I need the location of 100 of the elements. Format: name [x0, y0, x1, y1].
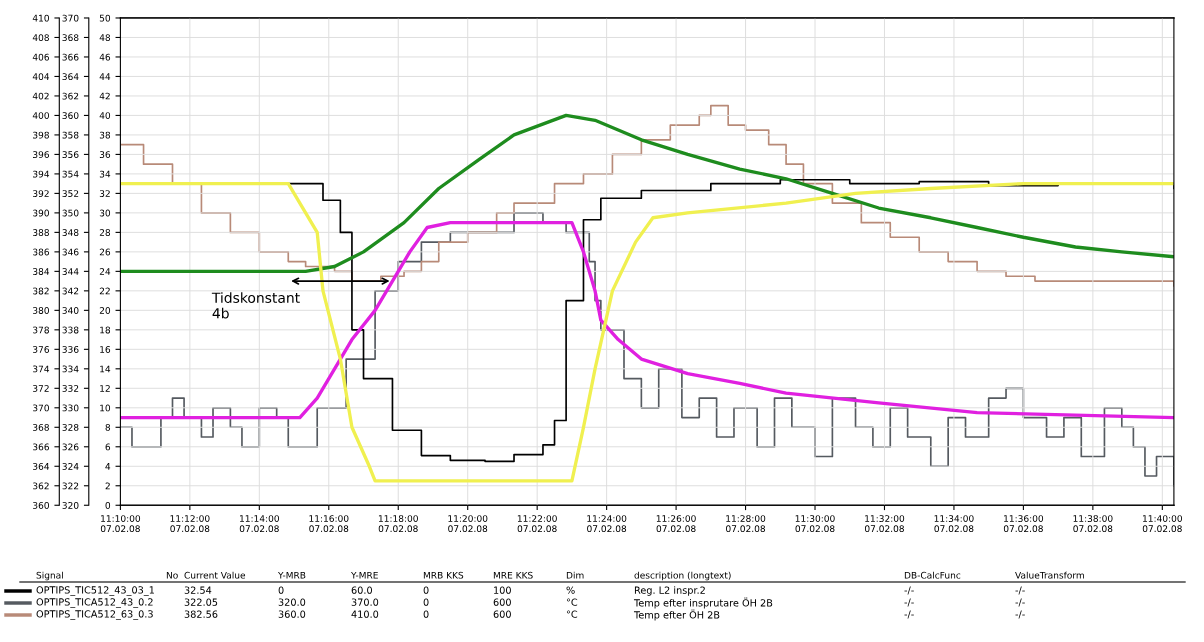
y2-tick-label: 354: [62, 170, 79, 178]
y-tick-label: 2: [105, 482, 110, 490]
y-tick-label: 38: [99, 131, 111, 139]
y-tick-label: 32: [99, 190, 110, 197]
y-tick-label: 4: [105, 463, 111, 470]
text: -/-: [904, 610, 914, 619]
x-tick-label: 11:22:00 07.02.08: [517, 515, 557, 533]
text: -/-: [1015, 586, 1025, 595]
text: description (longtext): [634, 571, 731, 581]
y-tick-label: 12: [100, 385, 110, 392]
y2-tick-label: 324: [62, 463, 79, 470]
y2-tick-label: 344: [62, 268, 79, 275]
text: Reg. L2 inspr.2: [634, 586, 705, 596]
y3-tick-label: 402: [32, 92, 49, 100]
y3-tick-label: 392: [33, 190, 49, 197]
y-tick-label: 22: [99, 287, 110, 295]
y2-tick-label: 346: [62, 248, 79, 256]
y-tick-label: 36: [99, 151, 111, 158]
y-tick-label: 44: [99, 73, 111, 80]
y2-tick-label: 362: [62, 92, 79, 100]
y2-tick-label: 366: [62, 53, 79, 61]
y3-tick-label: 382: [33, 287, 49, 295]
text: 360.0: [278, 610, 306, 618]
y2-tick-label: 364: [62, 73, 79, 81]
y2-tick-label: 358: [62, 131, 79, 139]
y3-tick-label: 384: [33, 268, 50, 275]
y2-tick-label: 330: [62, 404, 79, 412]
y3-tick-label: 396: [33, 151, 50, 158]
text: 600: [493, 598, 511, 606]
y3-tick-label: 410: [32, 14, 49, 22]
text: -/-: [904, 586, 914, 595]
x-tick-label: 11:24:00 07.02.08: [587, 515, 627, 533]
y3-tick-label: 376: [33, 346, 50, 353]
x-tick-label: 11:36:00 07.02.08: [1003, 515, 1044, 533]
y-tick-label: 42: [99, 92, 110, 100]
text: Temp efter ÖH 2B: [633, 609, 720, 621]
y-tick-label: 50: [99, 14, 111, 22]
y3-tick-label: 406: [32, 53, 50, 61]
y3-tick-label: 368: [33, 424, 49, 431]
x-tick-label: 11:40:00 07.02.08: [1142, 515, 1182, 533]
y2-tick-label: 338: [62, 326, 79, 334]
text: °C: [566, 610, 578, 618]
text: °C: [566, 598, 578, 606]
text: 382.56: [184, 610, 218, 618]
y3-tick-label: 360: [33, 501, 49, 509]
y2-tick-label: 356: [62, 151, 79, 158]
legend-label: OPTIPS_TICA512_63_0.3: [36, 610, 153, 620]
text: -/-: [1015, 610, 1025, 619]
y2-tick-label: 368: [62, 34, 79, 42]
y2-tick-label: 370: [62, 14, 79, 22]
legend-label: OPTIPS_TIC512_43_03_1: [36, 586, 154, 596]
y3-tick-label: 400: [32, 112, 49, 119]
y2-tick-label: 348: [62, 229, 79, 236]
y2-tick-label: 320: [62, 501, 79, 509]
y-tick-label: 6: [105, 443, 111, 451]
text: MRB KKS: [423, 571, 464, 579]
text: -/-: [904, 598, 914, 607]
y2-tick-label: 328: [62, 424, 79, 431]
y2-tick-label: 332: [62, 385, 79, 392]
y3-tick-label: 388: [33, 229, 49, 236]
y-tick-label: 10: [100, 404, 111, 412]
y-tick-label: 30: [99, 209, 111, 217]
y3-tick-label: 386: [33, 248, 50, 256]
y-tick-label: 34: [99, 170, 111, 178]
y-tick-label: 46: [99, 53, 111, 61]
x-tick-label: 11:32:00 07.02.08: [864, 515, 905, 533]
text: 322.05: [184, 598, 218, 606]
text: 32.54: [184, 586, 212, 594]
y-tick-label: 40: [99, 112, 111, 119]
text: Dim: [566, 571, 584, 579]
y-tick-label: 16: [100, 346, 111, 353]
text: Temp efter insprutare ÖH 2B: [633, 597, 773, 609]
y2-tick-label: 334: [62, 365, 79, 373]
y2-tick-label: 350: [62, 209, 79, 217]
x-tick-label: 11:12:00 07.02.08: [170, 515, 210, 533]
y-tick-label: 20: [99, 307, 111, 314]
x-tick-label: 11:20:00 07.02.08: [448, 515, 488, 533]
y-tick-label: 8: [105, 424, 111, 431]
y2-tick-label: 342: [62, 287, 79, 295]
y-tick-label: 48: [99, 34, 111, 42]
text: 0: [423, 610, 429, 618]
x-tick-label: 11:26:00 07.02.08: [656, 515, 696, 533]
text: 600: [493, 610, 511, 618]
y3-tick-label: 362: [33, 482, 49, 490]
text: 0: [423, 598, 429, 606]
y3-tick-label: 374: [33, 365, 50, 373]
y3-tick-label: 372: [33, 385, 49, 392]
x-tick-label: 11:38:00 07.02.08: [1073, 515, 1113, 533]
text: ValueTransform: [1015, 571, 1084, 579]
text: -/-: [1015, 598, 1025, 607]
text: Signal: [36, 571, 63, 581]
x-tick-label: 11:14:00 07.02.08: [239, 515, 279, 533]
text: 410.0: [351, 610, 379, 618]
text: MRE KKS: [493, 571, 533, 579]
y-tick-label: 26: [99, 248, 111, 256]
x-tick-label: 11:16:00 07.02.08: [309, 515, 349, 533]
y-tick-label: 18: [100, 326, 111, 334]
y-tick-label: 14: [100, 365, 111, 373]
y2-tick-label: 326: [62, 443, 79, 451]
y2-tick-label: 322: [62, 482, 79, 490]
